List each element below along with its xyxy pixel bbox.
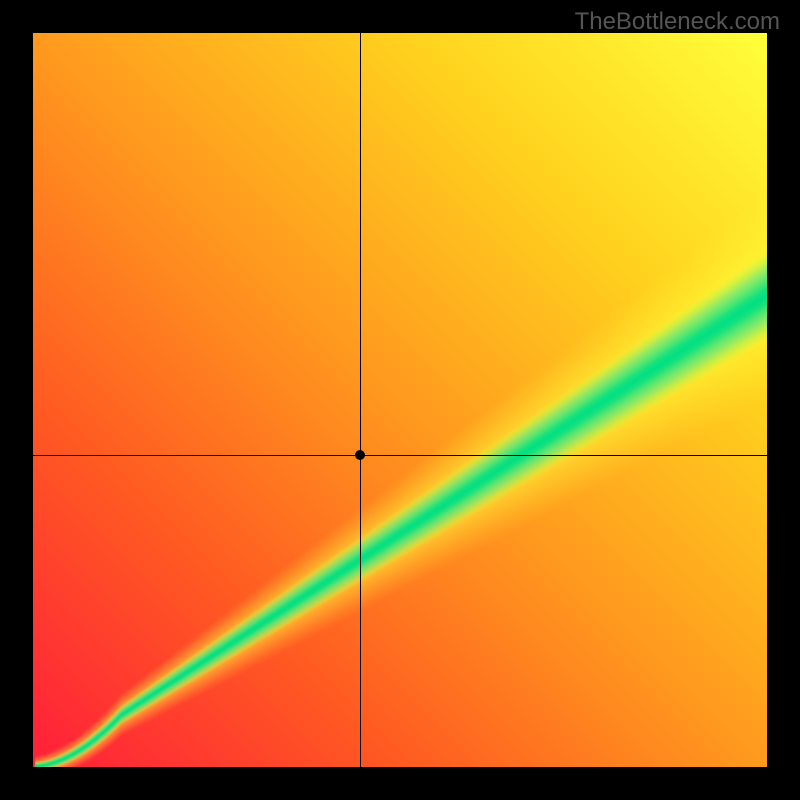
crosshair-vertical — [360, 33, 361, 767]
crosshair-horizontal — [33, 455, 767, 456]
heatmap-canvas — [33, 33, 767, 767]
marker-dot — [355, 450, 365, 460]
heatmap-plot — [33, 33, 767, 767]
watermark-text: TheBottleneck.com — [575, 8, 780, 36]
